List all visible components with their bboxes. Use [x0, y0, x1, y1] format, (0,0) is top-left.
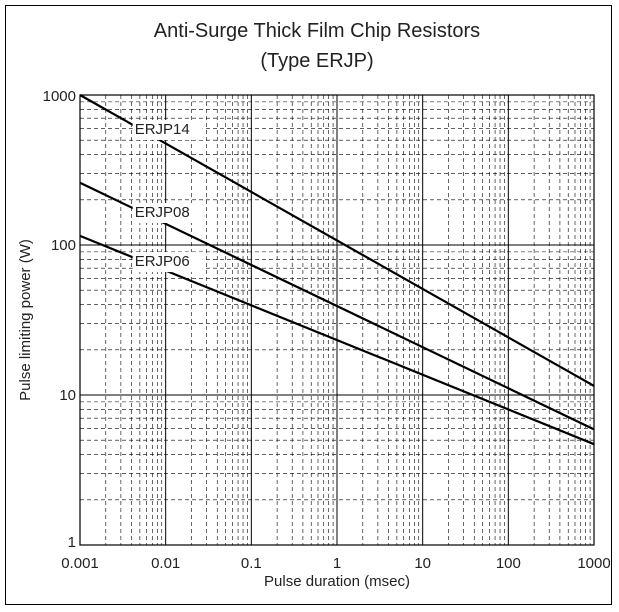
series-line-erjp08 — [79, 181, 595, 431]
series-label-erjp14: ERJP14 — [135, 121, 190, 138]
series-line-erjp14 — [79, 94, 595, 387]
chart-title: Anti-Surge Thick Film Chip Resistors — [154, 20, 480, 42]
plot-area-border — [79, 94, 595, 546]
x-tick-label: 0.1 — [241, 555, 262, 572]
series-label-bg — [132, 119, 203, 140]
series-label-bg — [132, 202, 203, 223]
x-tick-label: 10 — [414, 555, 431, 572]
x-tick-label: 1000 — [577, 555, 610, 572]
y-tick-label: 10 — [59, 387, 76, 404]
x-tick-label: 100 — [496, 555, 521, 572]
x-tick-label: 0.01 — [151, 555, 180, 572]
tick-labels: 0.001 0.01 0.1 1 10 100 1000 1 10 100 1000 — [43, 88, 611, 572]
x-axis-title: Pulse duration (msec) — [264, 573, 410, 590]
chart-frame — [5, 5, 612, 605]
series-label-erjp06: ERJP06 — [135, 253, 190, 270]
chart-subtitle: (Type ERJP) — [260, 50, 373, 72]
series-label-bg — [132, 252, 203, 273]
x-tick-label: 1 — [333, 555, 341, 572]
y-tick-label: 100 — [51, 237, 76, 254]
y-axis-title: Pulse limiting power (W) — [17, 239, 34, 401]
x-tick-label: 0.001 — [61, 555, 99, 572]
y-tick-label: 1000 — [43, 88, 76, 105]
series-label-erjp08: ERJP08 — [135, 204, 190, 221]
grid — [80, 95, 594, 545]
series-lines: ERJP14 ERJP08 ERJP06 — [79, 94, 595, 446]
y-tick-label: 1 — [68, 534, 76, 551]
